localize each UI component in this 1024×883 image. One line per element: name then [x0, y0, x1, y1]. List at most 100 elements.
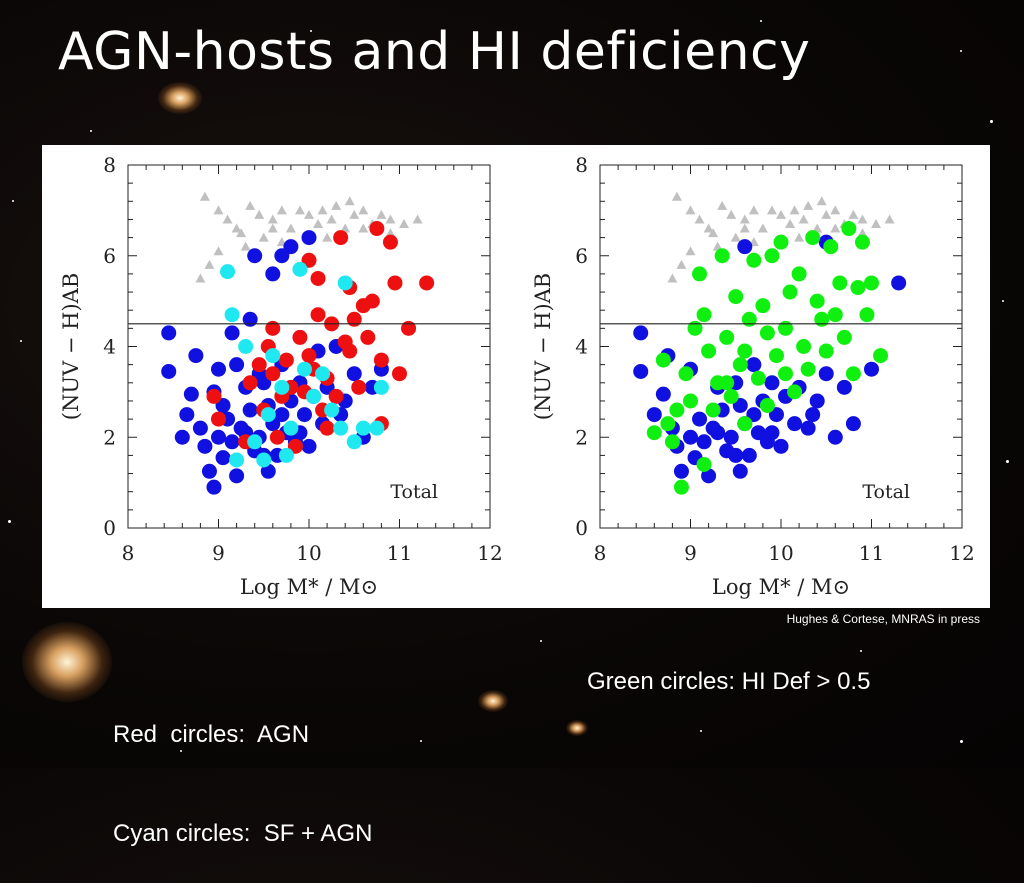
green-circle-point — [773, 234, 789, 250]
blue-circle-point — [673, 463, 689, 479]
grey-triangle-point — [326, 214, 337, 224]
y-tick-label: 0 — [575, 516, 588, 540]
blue-circle-point — [732, 463, 748, 479]
blue-circle-point — [188, 348, 204, 364]
red-circle-point — [301, 252, 317, 268]
grey-triangle-point — [195, 273, 206, 283]
green-circle-point — [646, 425, 662, 441]
star-decoration — [310, 30, 312, 32]
green-circle-point — [832, 275, 848, 291]
galaxy-decoration — [566, 720, 588, 736]
green-circle-point — [728, 289, 744, 305]
y-tick-label: 2 — [103, 425, 116, 449]
cyan-circle-point — [337, 275, 353, 291]
cyan-circle-point — [296, 361, 312, 377]
grey-triangle-point — [344, 196, 355, 206]
grey-triangle-point — [717, 200, 728, 210]
grey-triangle-point — [285, 223, 296, 233]
x-tick-label: 11 — [859, 541, 884, 565]
red-circle-point — [392, 366, 407, 382]
blue-circle-point — [764, 425, 780, 441]
blue-circle-point — [301, 438, 317, 454]
blue-circle-point — [174, 429, 190, 445]
star-decoration — [960, 50, 962, 52]
blue-circle-point — [274, 407, 290, 423]
green-circle-point — [759, 325, 775, 341]
cyan-circle-point — [274, 379, 290, 395]
grey-triangle-point — [399, 218, 410, 228]
grey-triangle-point — [685, 246, 696, 256]
grey-triangle-point — [798, 214, 809, 224]
x-tick-label: 12 — [949, 541, 974, 565]
red-circle-point — [360, 329, 376, 345]
scatter-plots: 8 9 10 11 12 0 2 4 6 8 Log M* / M⊙ (NUV − H)AB Total… — [59, 153, 975, 599]
blue-circle-point — [242, 311, 258, 327]
green-circle-point — [719, 375, 735, 391]
green-circle-point — [796, 339, 812, 354]
charts-panel: 8 9 10 11 12 0 2 4 6 8 Log M* / M⊙ (NUV − H)AB Total… — [42, 145, 990, 608]
grey-triangle-point — [204, 259, 215, 269]
red-circle-point — [369, 221, 385, 237]
x-tick-label: 10 — [768, 541, 793, 565]
star-decoration — [990, 120, 993, 123]
green-circle-point — [741, 311, 757, 327]
grey-triangle-point — [349, 209, 360, 219]
green-circle-point — [673, 479, 689, 495]
blue-circle-point — [633, 325, 649, 341]
blue-circle-point — [197, 438, 213, 454]
red-circle-point — [242, 375, 258, 391]
y-tick-label: 4 — [103, 335, 116, 359]
blue-circle-point — [741, 447, 757, 463]
grey-triangle-point — [254, 209, 265, 219]
blue-circle-point — [737, 239, 753, 255]
blue-circle-point — [809, 393, 825, 409]
grey-triangle-point — [245, 200, 256, 210]
red-circle-point — [419, 275, 435, 291]
blue-circle-point — [746, 357, 762, 373]
grey-triangle-point — [812, 223, 823, 233]
green-circle-point — [818, 343, 834, 359]
blue-circle-point — [710, 425, 726, 441]
star-decoration — [8, 520, 11, 523]
grey-triangle-point — [340, 223, 351, 233]
blue-circle-point — [800, 420, 816, 436]
x-tick-label: 11 — [387, 541, 412, 565]
grey-triangle-point — [789, 205, 800, 215]
grey-triangle-point — [730, 232, 741, 242]
red-circle-point — [346, 311, 362, 327]
y-tick-label: 8 — [103, 153, 116, 177]
red-circle-point — [292, 329, 308, 345]
blue-circle-point — [211, 361, 226, 377]
blue-circle-point — [224, 434, 240, 450]
grey-triangle-point — [213, 205, 224, 215]
grey-triangle-point — [276, 205, 287, 215]
grey-triangle-point — [236, 228, 247, 238]
blue-circle-point — [274, 248, 290, 264]
cyan-circle-point — [346, 434, 362, 450]
blue-circle-point — [827, 429, 843, 445]
red-circle-point — [310, 270, 326, 286]
blue-circle-point — [283, 239, 299, 255]
red-circle-point — [342, 343, 358, 359]
blue-circle-point — [183, 386, 199, 402]
blue-circle-point — [179, 407, 195, 423]
grey-triangle-point — [708, 228, 719, 238]
red-circle-point — [333, 230, 349, 246]
blue-circle-point — [301, 230, 317, 246]
red-circle-point — [328, 388, 344, 404]
green-circle-point — [759, 397, 775, 413]
annotation-total: Total — [862, 481, 910, 503]
x-tick-label: 8 — [122, 541, 135, 565]
green-circle-point — [823, 239, 839, 255]
green-circle-point — [737, 343, 753, 359]
plot-frame — [127, 164, 491, 529]
cyan-circle-point — [220, 264, 236, 280]
grey-triangle-point — [267, 223, 278, 233]
green-circle-point — [719, 329, 735, 345]
green-circle-point — [687, 320, 703, 336]
green-circle-point — [664, 434, 680, 450]
cyan-circle-point — [355, 420, 371, 436]
star-decoration — [420, 740, 422, 742]
green-circle-point — [873, 348, 889, 364]
green-circle-point — [836, 329, 852, 345]
